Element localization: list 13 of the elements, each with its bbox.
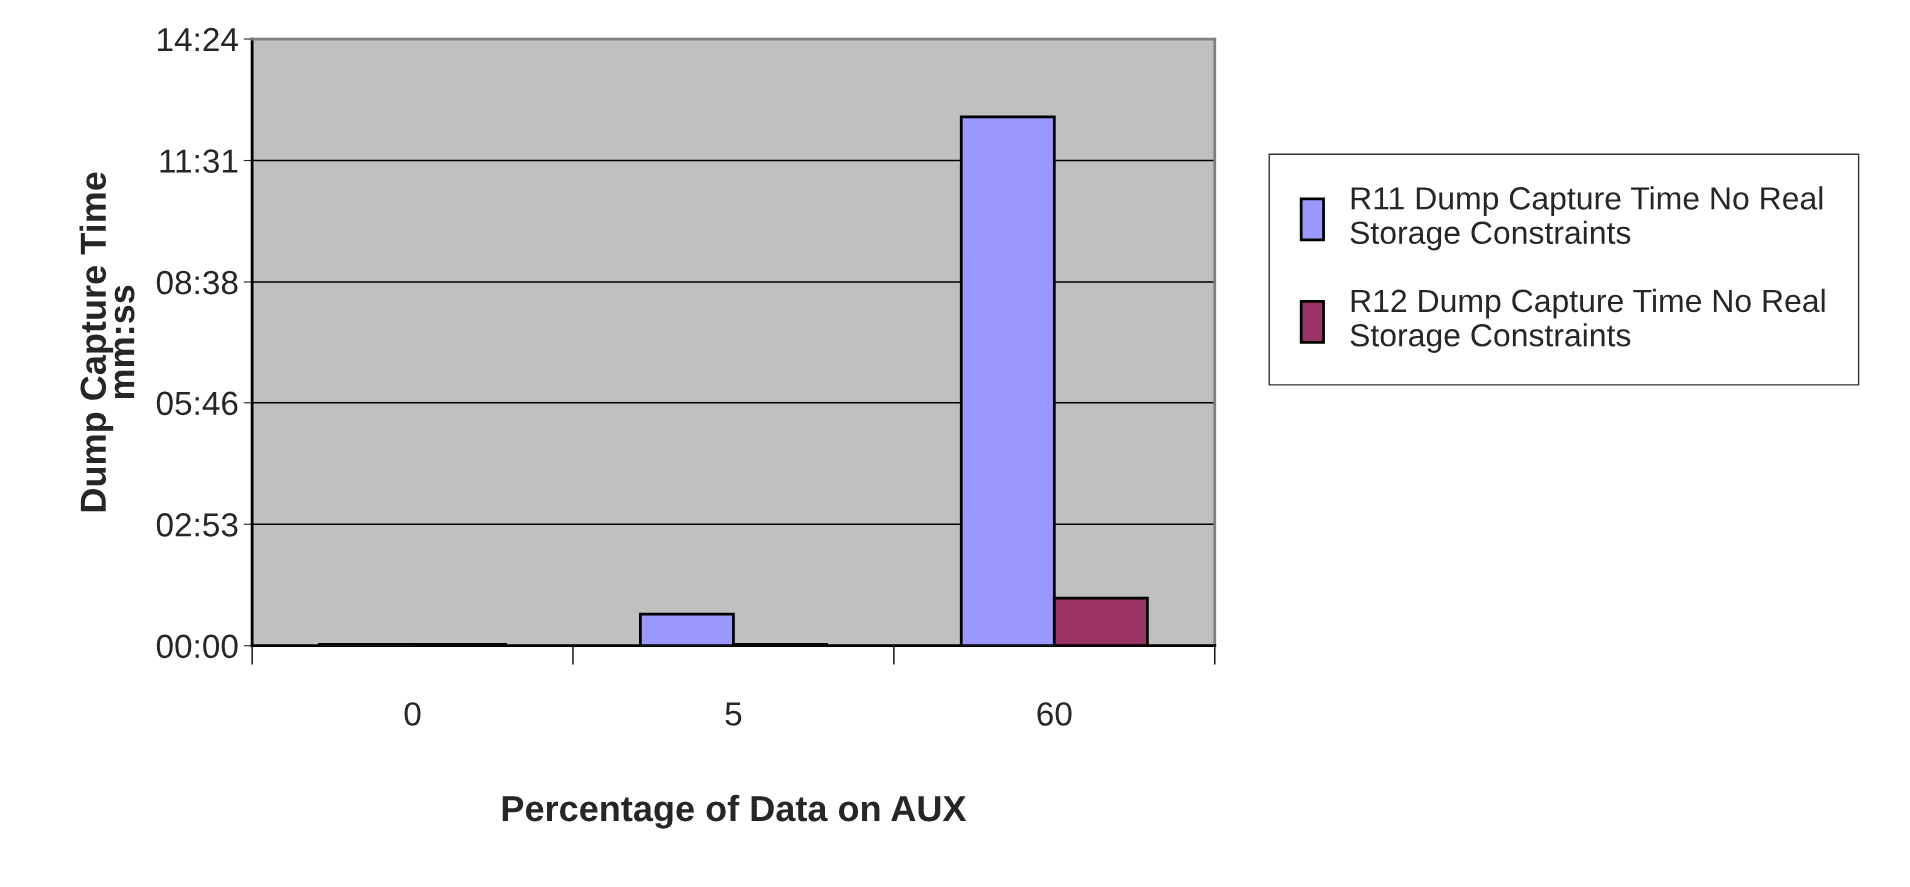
legend-label: R11 Dump Capture Time No Real Storage Constraints — [1350, 186, 1823, 251]
x-tick-label: 60 — [1037, 702, 1072, 726]
y-tick-label: 05:46 — [156, 391, 238, 416]
x-axis-title: Percentage of Data on AUX — [502, 794, 967, 829]
y-tick-label: 11:31 — [160, 149, 238, 173]
y-axis-title: Dump Capture Time mm:ss — [79, 172, 135, 512]
x-tick-label: 0 — [404, 702, 421, 726]
y-tick-label: 14:24 — [158, 27, 238, 52]
y-tick-label: 00:00 — [156, 634, 238, 659]
y-tick-label: 02:53 — [156, 513, 238, 537]
y-tick-label: 08:38 — [156, 270, 238, 295]
legend-label: R12 Dump Capture Time No Real Storage Constraints — [1350, 288, 1825, 353]
x-tick-label: 5 — [725, 702, 742, 726]
